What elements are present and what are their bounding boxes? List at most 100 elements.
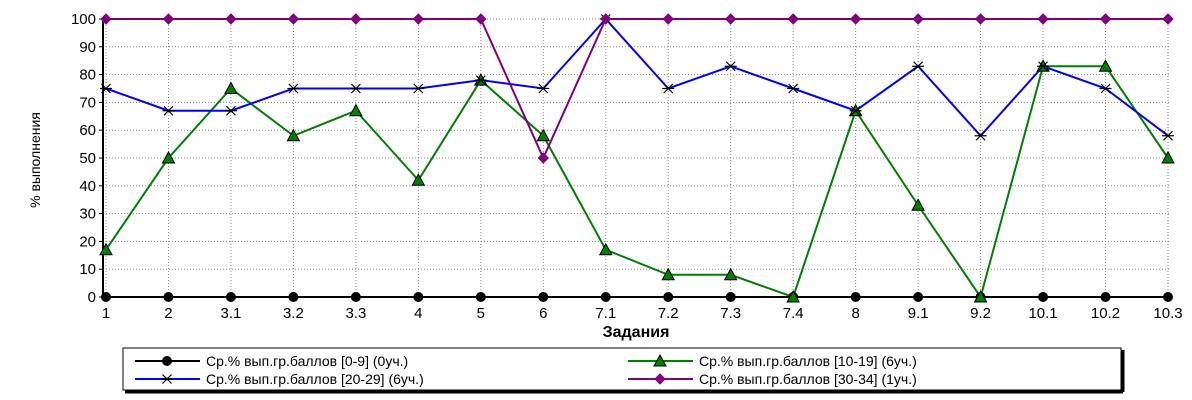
- legend-marker: [161, 374, 173, 384]
- legend-label: Ср.% вып.гр.баллов [30-34] (1уч.): [699, 371, 917, 387]
- data-point: [101, 292, 111, 302]
- data-point: [287, 83, 300, 94]
- x-tick-label: 4: [414, 305, 422, 322]
- data-point: [911, 198, 925, 211]
- y-tick-label: 90: [79, 39, 96, 56]
- data-point: [1099, 83, 1112, 94]
- data-point: [662, 83, 675, 94]
- y-tick-label: 100: [71, 11, 96, 28]
- y-tick-label: 60: [79, 122, 96, 139]
- data-point: [849, 105, 862, 116]
- series-line: [105, 65, 1169, 300]
- data-point: [100, 83, 112, 94]
- data-point: [475, 292, 486, 302]
- data-point: [161, 150, 176, 164]
- data-point: [1038, 292, 1049, 302]
- data-point: [287, 13, 300, 25]
- y-tick-label: 30: [79, 206, 96, 223]
- series-line: [106, 18, 1168, 161]
- data-point: [475, 13, 487, 25]
- y-tick-labels: 0 10 20 30 40 50 60 70 80 90 100: [71, 11, 96, 306]
- x-tick-label: 2: [164, 305, 172, 322]
- data-point: [1162, 13, 1174, 25]
- data-point: [349, 83, 362, 94]
- x-tick-label: 3.3: [345, 305, 366, 322]
- x-tick-label: 7.1: [595, 305, 616, 322]
- data-point: [1037, 13, 1049, 25]
- data-point: [349, 103, 363, 117]
- data-point: [849, 13, 862, 25]
- axes: [99, 17, 1171, 301]
- data-point: [787, 13, 799, 25]
- x-tick-label: 5: [477, 305, 485, 322]
- y-tick-label: 80: [79, 67, 96, 84]
- data-point: [661, 267, 676, 281]
- x-tick-label: 9.2: [970, 305, 991, 322]
- data-point: [912, 13, 924, 25]
- data-point: [1161, 150, 1175, 164]
- data-point: [224, 105, 237, 116]
- data-point: [725, 292, 736, 302]
- data-point: [474, 75, 487, 86]
- data-point: [600, 292, 611, 302]
- data-point: [1098, 59, 1113, 72]
- x-axis-title: Задания: [603, 324, 670, 341]
- data-point: [974, 13, 987, 25]
- data-point: [163, 292, 174, 302]
- data-point: [974, 130, 987, 141]
- data-point: [162, 105, 175, 116]
- data-point: [786, 289, 801, 303]
- x-tick-label: 7.2: [658, 305, 679, 322]
- y-tick-label: 70: [79, 94, 96, 111]
- x-tick-label: 10.1: [1028, 305, 1057, 322]
- legend-item: Ср.% вып.гр.баллов [0-9] (0уч.): [135, 353, 408, 369]
- data-point: [600, 13, 612, 25]
- data-point: [537, 152, 550, 164]
- data-point: [1100, 292, 1111, 302]
- data-point: [973, 289, 988, 303]
- data-point: [413, 292, 424, 302]
- data-point: [537, 83, 550, 94]
- data-point: [1162, 130, 1174, 141]
- y-axis-title: % выполнения: [27, 112, 43, 208]
- data-point: [538, 292, 549, 302]
- x-tick-label: 7.3: [720, 305, 741, 322]
- legend-marker: [654, 373, 666, 385]
- data-point: [350, 292, 361, 302]
- data-point: [1037, 61, 1050, 72]
- data-point: [162, 13, 175, 25]
- data-point: [99, 242, 113, 256]
- x-tick-label: 7.4: [783, 305, 804, 322]
- y-tick-label: 50: [79, 150, 96, 167]
- legend-item: Ср.% вып.гр.баллов [20-29] (6уч.): [135, 371, 424, 387]
- x-tick-label: 3.2: [283, 305, 304, 322]
- data-point: [913, 292, 924, 302]
- y-tick-label: 40: [79, 178, 96, 195]
- series-lines: [105, 17, 1169, 300]
- legend-label: Ср.% вып.гр.баллов [10-19] (6уч.): [699, 353, 917, 369]
- data-point: [411, 173, 426, 186]
- series-markers: [99, 13, 1175, 303]
- legend: Ср.% вып.гр.баллов [0-9] (0уч.) Ср.% вып.…: [122, 347, 1125, 394]
- legend-marker: [162, 356, 172, 366]
- legend-box: [122, 347, 1122, 391]
- data-point: [662, 13, 674, 25]
- legend-item: Ср.% вып.гр.баллов [10-19] (6уч.): [628, 353, 917, 369]
- data-point: [412, 13, 425, 25]
- grid: [103, 18, 1171, 297]
- legend-label: Ср.% вып.гр.баллов [0-9] (0уч.): [206, 353, 408, 369]
- data-point: [225, 292, 236, 302]
- legend-items: Ср.% вып.гр.баллов [0-9] (0уч.) Ср.% вып.…: [135, 353, 917, 387]
- y-tick-label: 0: [88, 289, 96, 306]
- data-point: [224, 81, 238, 94]
- x-tick-label: 6: [539, 305, 547, 322]
- data-point: [850, 292, 861, 302]
- data-point: [598, 242, 613, 256]
- legend-label: Ср.% вып.гр.баллов [20-29] (6уч.): [206, 371, 424, 387]
- x-tick-labels: 1 2 3.1 3.2 3.3 4 5 6 7.1 7.2 7.3 7.4 8 9.1 9.2 10.1 10.…: [102, 305, 1183, 322]
- data-point: [536, 128, 551, 142]
- legend-marker: [653, 353, 667, 367]
- data-point: [286, 128, 301, 142]
- x-tick-label: 1: [102, 305, 110, 322]
- data-point: [288, 292, 299, 302]
